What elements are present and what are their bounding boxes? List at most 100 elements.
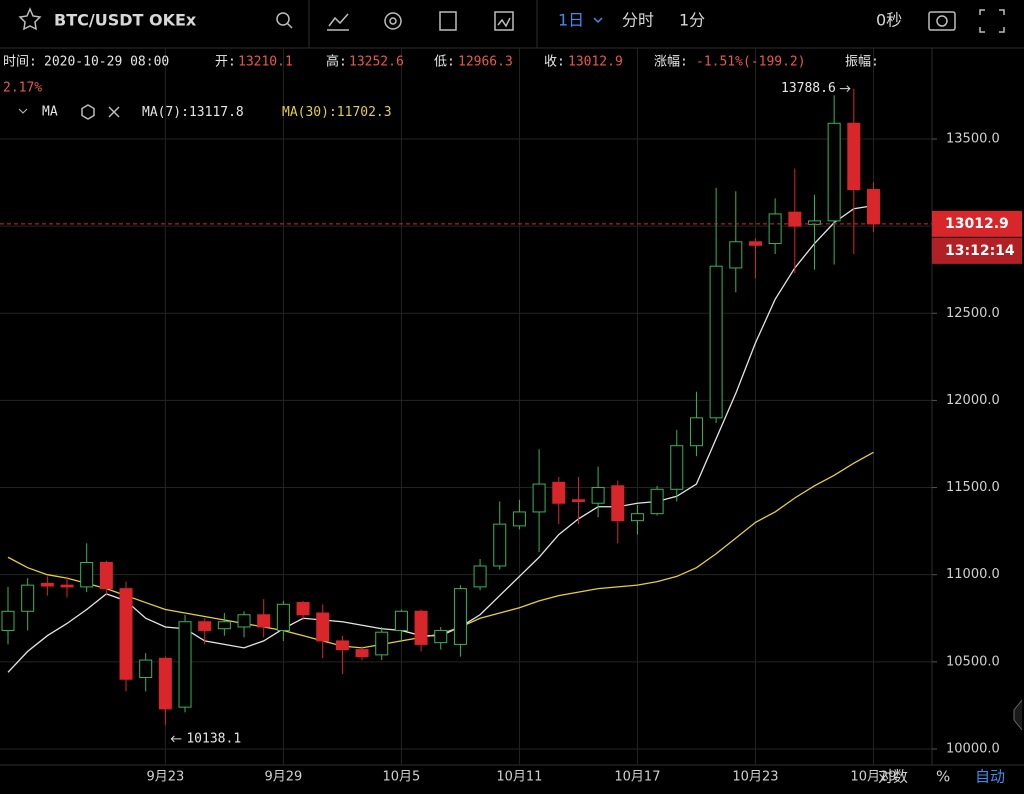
candle-body	[40, 582, 54, 587]
candle-body	[257, 614, 271, 628]
interval-dropdown[interactable]	[593, 17, 603, 24]
countdown-box	[932, 237, 1022, 264]
candle-body	[139, 659, 153, 679]
info-label: 振幅:	[845, 55, 879, 70]
candle-body	[512, 511, 526, 527]
candle-body	[729, 241, 743, 269]
candle-body	[709, 265, 723, 419]
low-annotation: 10138.1	[186, 731, 241, 746]
candle-body	[198, 621, 212, 631]
candle-body	[532, 483, 546, 513]
candle-body	[650, 488, 664, 515]
y-tick-label: 12000.0	[946, 393, 1000, 408]
y-tick-label: 10000.0	[946, 741, 1000, 756]
candle-body	[473, 565, 487, 588]
candle-body	[748, 241, 762, 246]
interval-selected[interactable]: 1日	[558, 11, 584, 30]
screenshot-lens	[936, 15, 948, 27]
info-open: 13210.1	[238, 55, 293, 70]
last-price-label: 13012.9	[945, 216, 1009, 232]
countdown-label: 13:12:14	[945, 243, 1015, 259]
x-tick-label: 10月23	[732, 770, 778, 785]
candle-body	[80, 561, 94, 588]
auto-toggle[interactable]: 自动	[975, 768, 1005, 786]
candle-body	[355, 649, 369, 658]
info-line: 时间: 2020-10-29 08:00 开: 13210.1 高: 13252…	[3, 54, 879, 96]
candle-body	[237, 614, 251, 628]
compare-icon[interactable]	[494, 11, 514, 31]
candle-body	[611, 485, 625, 522]
candle-body	[375, 631, 389, 656]
candle-body	[296, 602, 310, 616]
candle-body	[178, 621, 192, 708]
candle-body	[827, 122, 841, 222]
favorite-icon[interactable]	[18, 7, 42, 31]
collapse-icon[interactable]	[18, 108, 28, 114]
settings-icon[interactable]	[384, 12, 402, 30]
log-toggle[interactable]: 对数	[878, 768, 908, 786]
candle-body	[807, 220, 821, 225]
y-tick-label: 11000.0	[946, 567, 1000, 582]
candle-body	[591, 487, 605, 504]
y-tick-label: 13500.0	[946, 131, 1000, 146]
interval[interactable]: 1分	[679, 11, 705, 30]
template-icon[interactable]	[439, 11, 457, 31]
ma-legend-value: 11702.3	[337, 105, 392, 120]
candle-body	[552, 481, 566, 504]
candle-body	[394, 610, 408, 631]
percent-toggle[interactable]: %	[936, 768, 950, 786]
settings-icon-center	[389, 17, 397, 25]
y-tick-label: 11500.0	[946, 480, 1000, 495]
x-tick-label: 9月23	[146, 770, 184, 785]
info-high: 13252.6	[349, 55, 404, 70]
info-label: 低:	[434, 55, 455, 70]
candle-body	[689, 417, 703, 447]
indicator-remove[interactable]	[108, 106, 120, 118]
annotation-arrow	[170, 735, 182, 743]
info-time: 2020-10-29 08:00	[44, 55, 169, 70]
indicator-name: MA	[42, 105, 58, 120]
last-price-box	[932, 210, 1022, 237]
candle-body	[630, 513, 644, 522]
fullscreen-icon[interactable]	[979, 9, 1005, 33]
info-close: 13012.9	[568, 55, 623, 70]
info-label: 涨幅:	[654, 55, 688, 70]
info-label: 高:	[326, 54, 347, 70]
candle-body	[847, 122, 861, 191]
candle-body	[217, 621, 231, 630]
y-tick-label: 10500.0	[946, 654, 1000, 669]
y-tick-label: 12500.0	[946, 306, 1000, 321]
high-annotation: 13788.6	[781, 81, 836, 96]
x-tick-label: 10月11	[496, 770, 542, 785]
plot: 10000.0 10500.0 11000.0 11500.0 12000.0 12500…	[0, 48, 1022, 785]
candle-body	[434, 629, 448, 644]
indicator-icon[interactable]	[327, 13, 349, 31]
info-label: 时间:	[3, 55, 37, 70]
candle-body	[1, 610, 15, 631]
symbol: BTC/USDT OKEx	[54, 11, 197, 30]
candle-body	[788, 211, 802, 227]
search-icon[interactable]	[276, 12, 290, 26]
candle-body	[414, 610, 428, 645]
screenshot-icon[interactable]	[928, 11, 956, 31]
info-label: 开:	[215, 55, 236, 70]
separator: :	[181, 105, 189, 120]
candle-body	[571, 499, 585, 502]
x-tick-label: 10月17	[614, 770, 660, 785]
info-change: -1.51%(-199.2)	[696, 55, 806, 70]
candle-body	[60, 584, 74, 588]
info-low: 12966.3	[458, 55, 513, 70]
candle-body	[119, 588, 133, 680]
candle-body	[768, 213, 782, 245]
interval[interactable]: 分时	[622, 11, 654, 30]
x-tick-label: 10月5	[382, 770, 420, 785]
candle-body	[453, 588, 467, 645]
ma-legend-name: MA(7)	[142, 105, 181, 120]
ma-legend-value: 13117.8	[189, 105, 244, 120]
candle-body	[276, 603, 290, 631]
side-handle[interactable]	[1013, 699, 1023, 731]
candle-body	[493, 523, 507, 567]
candle-body	[158, 657, 172, 710]
candle-body	[316, 612, 330, 642]
indicator-settings[interactable]	[81, 104, 95, 120]
